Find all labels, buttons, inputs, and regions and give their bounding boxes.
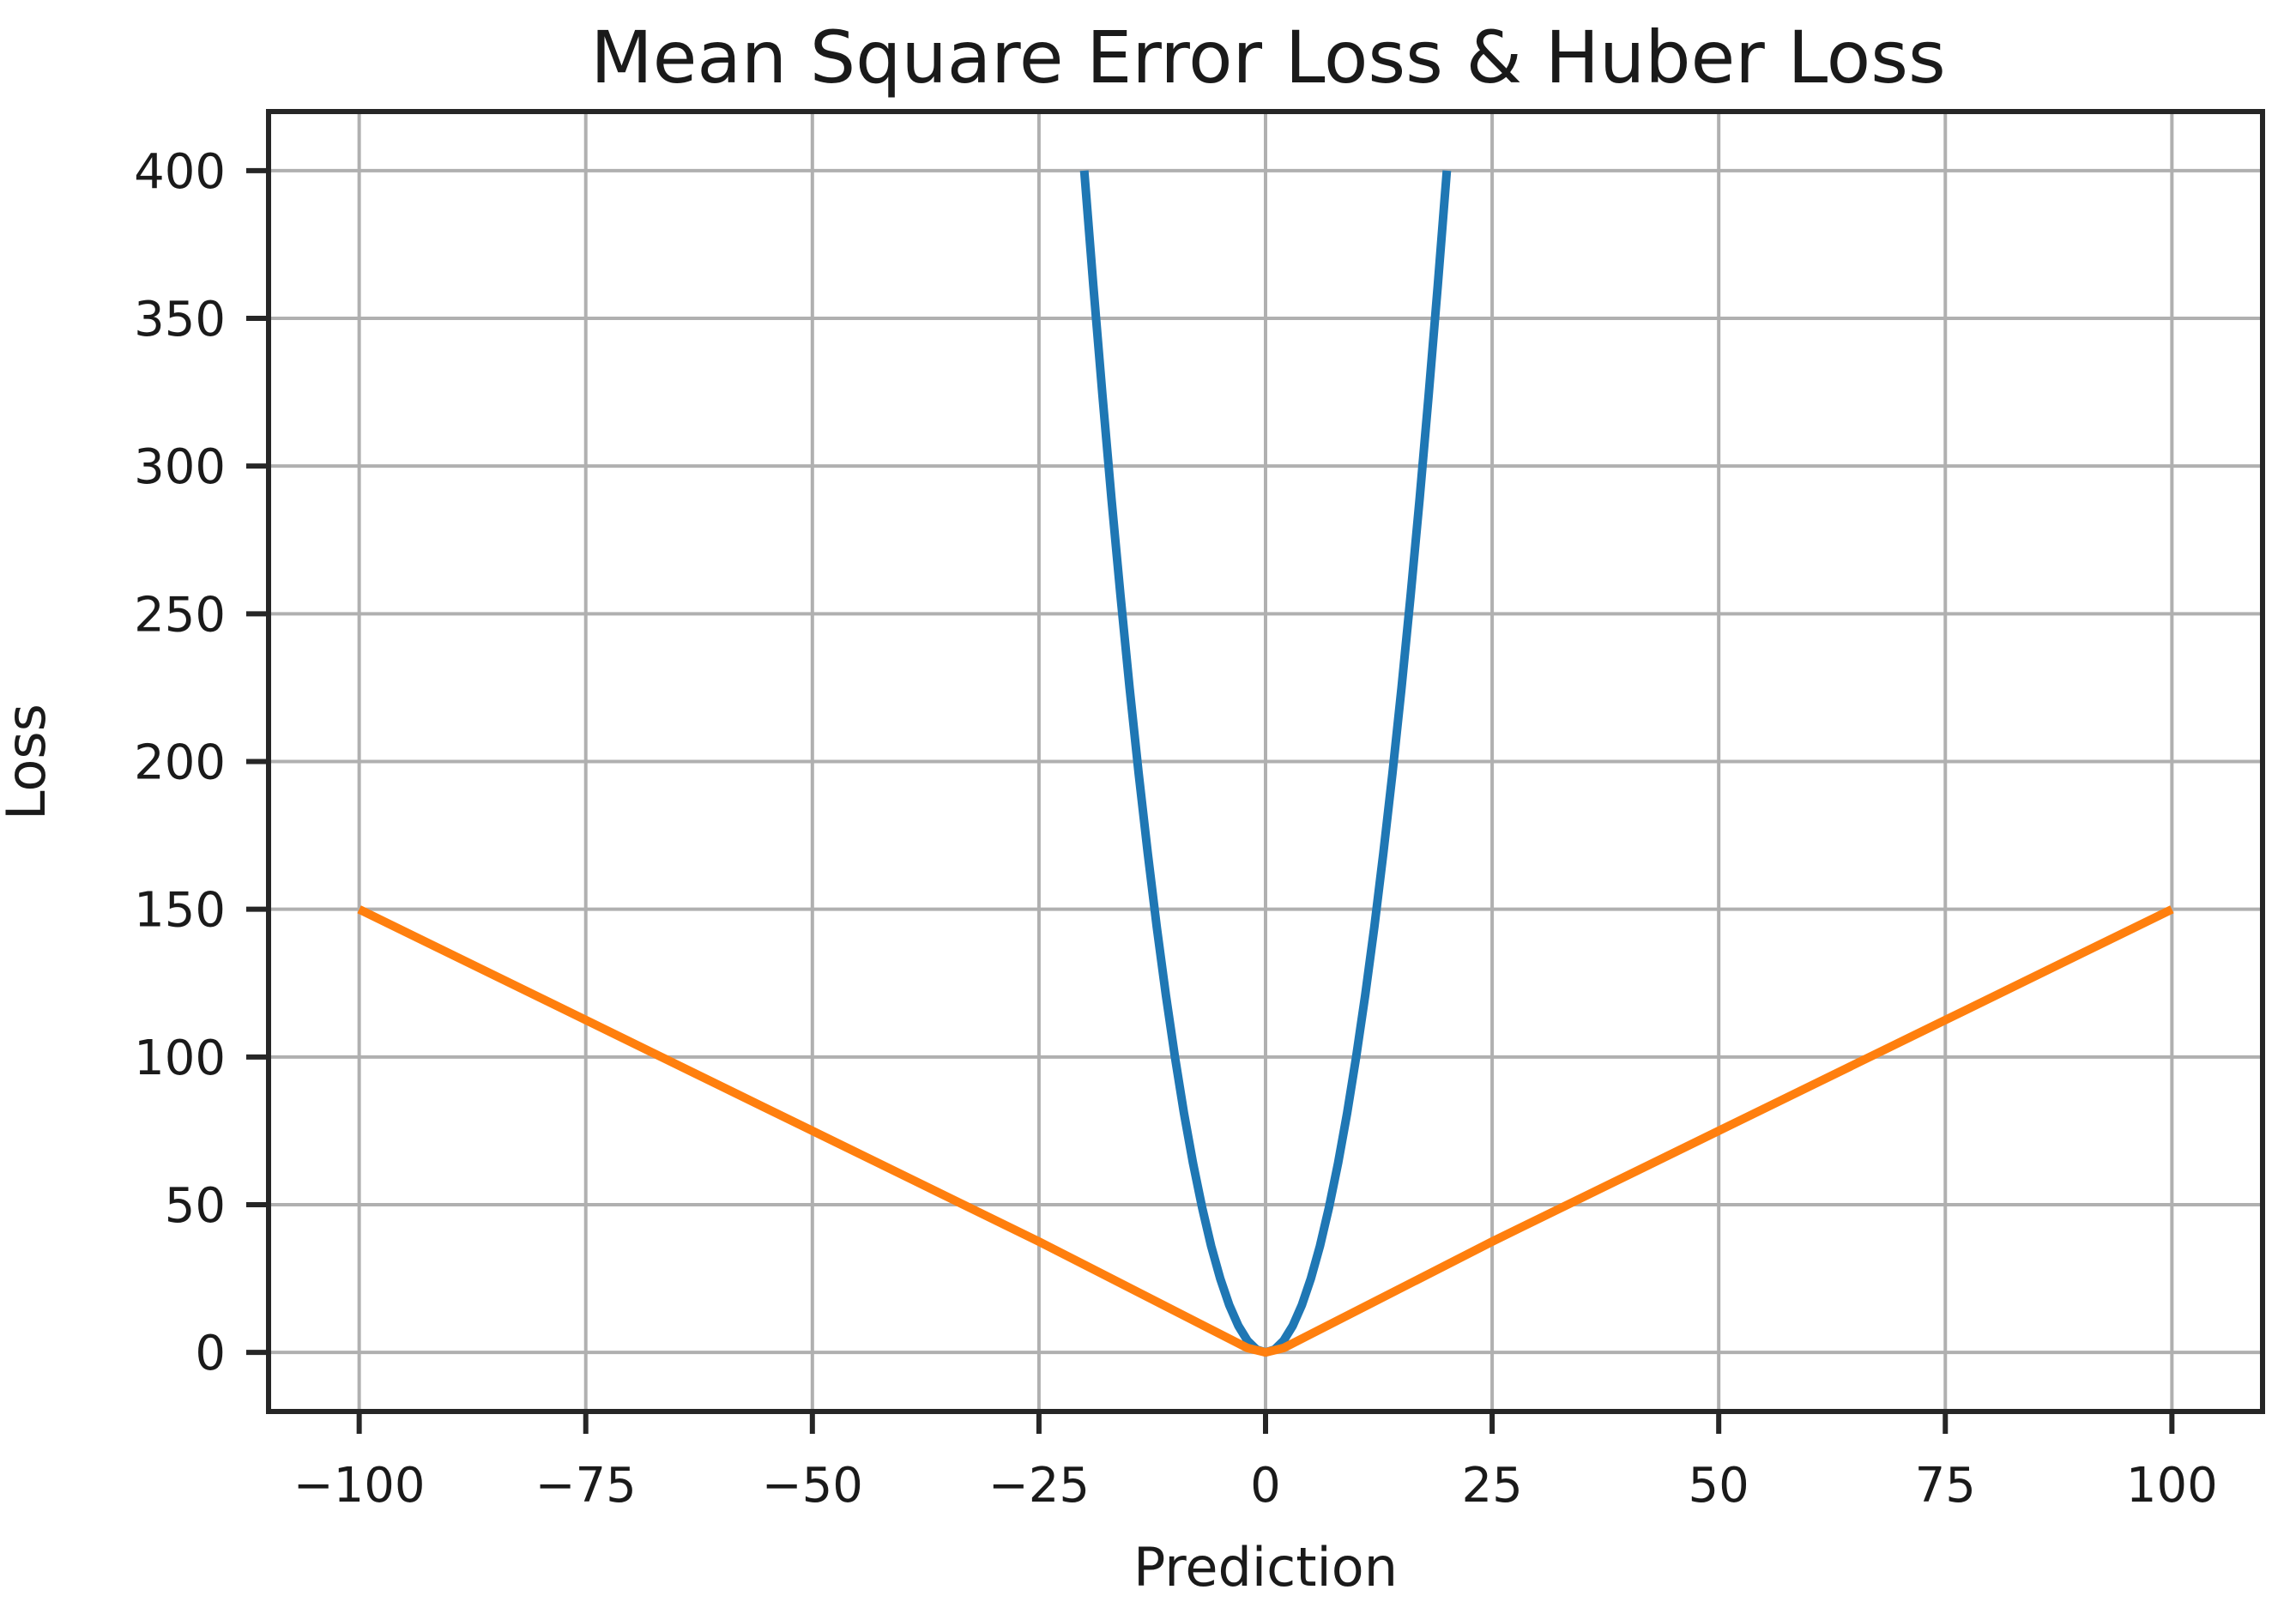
series-lines [357, 170, 2174, 1357]
y-tick-label-0: 0 [195, 1326, 226, 1381]
x-tick-label--25: −25 [988, 1458, 1090, 1514]
chart-title: Mean Square Error Loss & Huber Loss [590, 15, 1945, 100]
y-tick-label-200: 200 [134, 735, 226, 791]
y-tick-label-300: 300 [134, 439, 226, 495]
x-tick-label--100: −100 [293, 1458, 426, 1514]
x-tick-label--75: −75 [535, 1458, 637, 1514]
x-tick-label-75: 75 [1915, 1458, 1976, 1514]
x-tick-label-50: 50 [1689, 1458, 1749, 1514]
y-axis-label: Loss [0, 704, 57, 820]
y-tick-label-250: 250 [134, 587, 226, 643]
x-tick-label-25: 25 [1461, 1458, 1522, 1514]
y-tick-label-350: 350 [134, 292, 226, 348]
x-tick-label-100: 100 [2126, 1458, 2218, 1514]
grid [269, 112, 2263, 1411]
y-tick-label-150: 150 [134, 883, 226, 939]
y-tick-label-400: 400 [134, 144, 226, 200]
x-axis-label: Prediction [1133, 1536, 1398, 1599]
y-tick-label-50: 50 [165, 1178, 226, 1234]
axis-ticks [246, 167, 2175, 1434]
axes-spines [266, 109, 2265, 1414]
x-tick-label--50: −50 [762, 1458, 863, 1514]
y-tick-label-100: 100 [134, 1031, 226, 1086]
series-line-huber [357, 905, 2174, 1357]
axis-tick-labels: −100 −75 −50 −25 0 25 50 75 100 0 50 100 150 200 250 30… [134, 144, 2218, 1514]
x-tick-label-0: 0 [1250, 1458, 1281, 1514]
